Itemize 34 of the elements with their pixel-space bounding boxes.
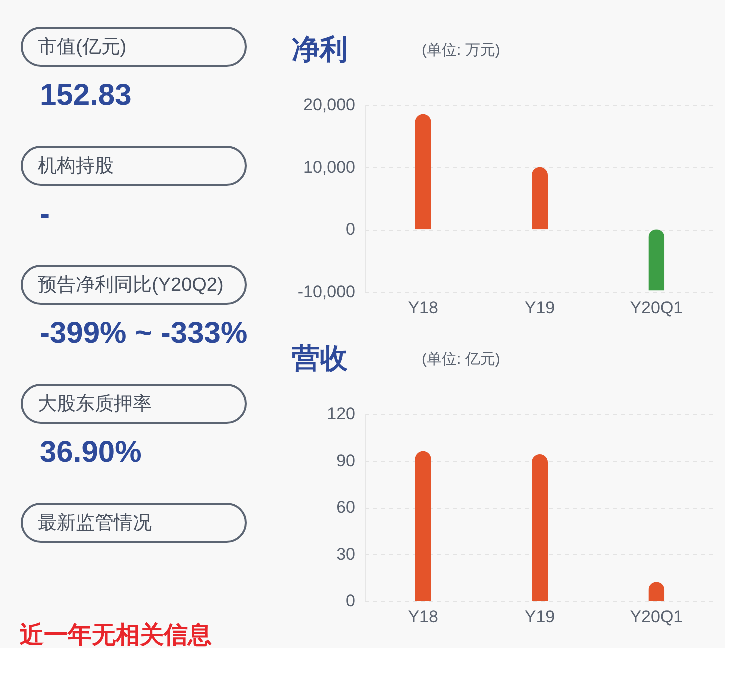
x-tick-label: Y20Q1 (630, 608, 684, 626)
y-tick-label: 60 (336, 498, 356, 517)
chart-subtitle: (单位: 万元) (422, 42, 500, 59)
text: - (40, 198, 50, 231)
text: 市值(亿元) (38, 36, 127, 58)
chart-title: 净利 (292, 34, 348, 65)
y-tick-label: 90 (336, 451, 356, 470)
text: 大股东质押率 (38, 393, 152, 415)
text: 机构持股 (38, 156, 114, 177)
x-tick-label: Y20Q1 (630, 298, 684, 318)
bar (415, 451, 432, 601)
x-tick-label: Y19 (524, 608, 556, 626)
y-tick-label: 10,000 (304, 158, 356, 177)
y-tick-label: 120 (327, 404, 356, 424)
text: 最新监管情况 (38, 512, 152, 534)
bar (532, 454, 548, 601)
chart-subtitle: (单位: 亿元) (422, 351, 500, 368)
bar (415, 114, 432, 230)
x-tick-label: Y19 (524, 298, 556, 318)
text: 预告净利同比(Y20Q2) (38, 275, 224, 296)
y-tick-label: 20,000 (304, 96, 356, 114)
y-tick-label: 0 (346, 220, 356, 240)
text: 152.83 (40, 79, 132, 112)
text: -399% ~ -333% (40, 317, 248, 350)
text: 36.90% (40, 436, 142, 469)
bar (648, 230, 665, 291)
bar (532, 167, 548, 230)
y-tick-label: 0 (346, 592, 356, 610)
y-tick-label: 30 (336, 544, 356, 564)
text: 近一年无相关信息 (20, 622, 212, 649)
x-tick-label: Y18 (408, 608, 438, 626)
y-tick-label: -10,000 (298, 282, 356, 302)
x-tick-label: Y18 (408, 298, 438, 318)
chart-title: 营收 (291, 343, 349, 374)
